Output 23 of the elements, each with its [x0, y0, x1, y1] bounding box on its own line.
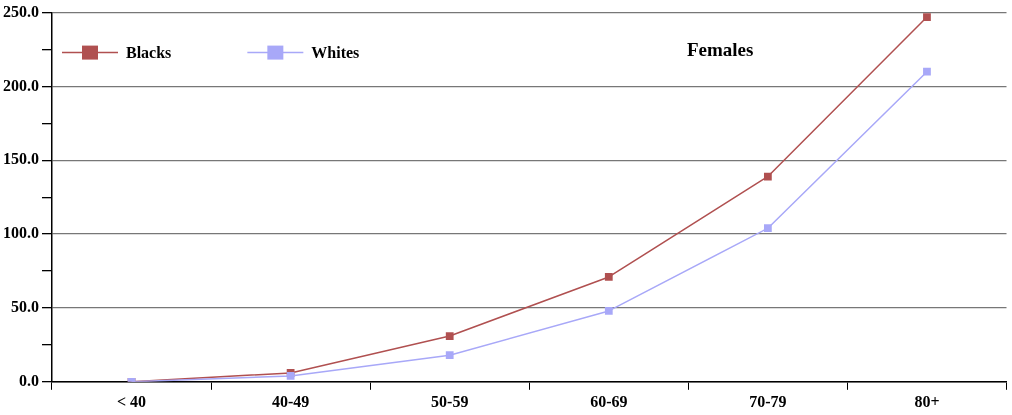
x-tick-label: 50-59 — [431, 392, 469, 410]
x-tick-label: 80+ — [914, 392, 940, 410]
y-tick-label: 50.0 — [11, 298, 39, 316]
point — [923, 13, 931, 21]
point — [604, 307, 613, 315]
x-tick-label: 40-49 — [271, 392, 310, 410]
y-tick-label: 250.0 — [3, 2, 39, 20]
point — [445, 332, 454, 340]
y-tick-label: 150.0 — [3, 150, 39, 168]
x-tick-label: 60-69 — [590, 392, 628, 410]
y-tick-label: 0.0 — [19, 371, 39, 389]
y-tick-label: 100.0 — [3, 224, 39, 242]
y-tick-label: 200.0 — [3, 76, 39, 94]
legend-label: Whites — [311, 43, 360, 61]
point — [604, 273, 613, 281]
legend-label: Blacks — [126, 43, 172, 61]
text: Females — [686, 38, 754, 60]
point — [445, 351, 454, 360]
point — [763, 224, 772, 233]
point — [923, 67, 931, 76]
x-tick-label: < 40 — [116, 392, 147, 410]
x-tick-label: 70-79 — [749, 392, 787, 410]
point — [763, 172, 772, 181]
